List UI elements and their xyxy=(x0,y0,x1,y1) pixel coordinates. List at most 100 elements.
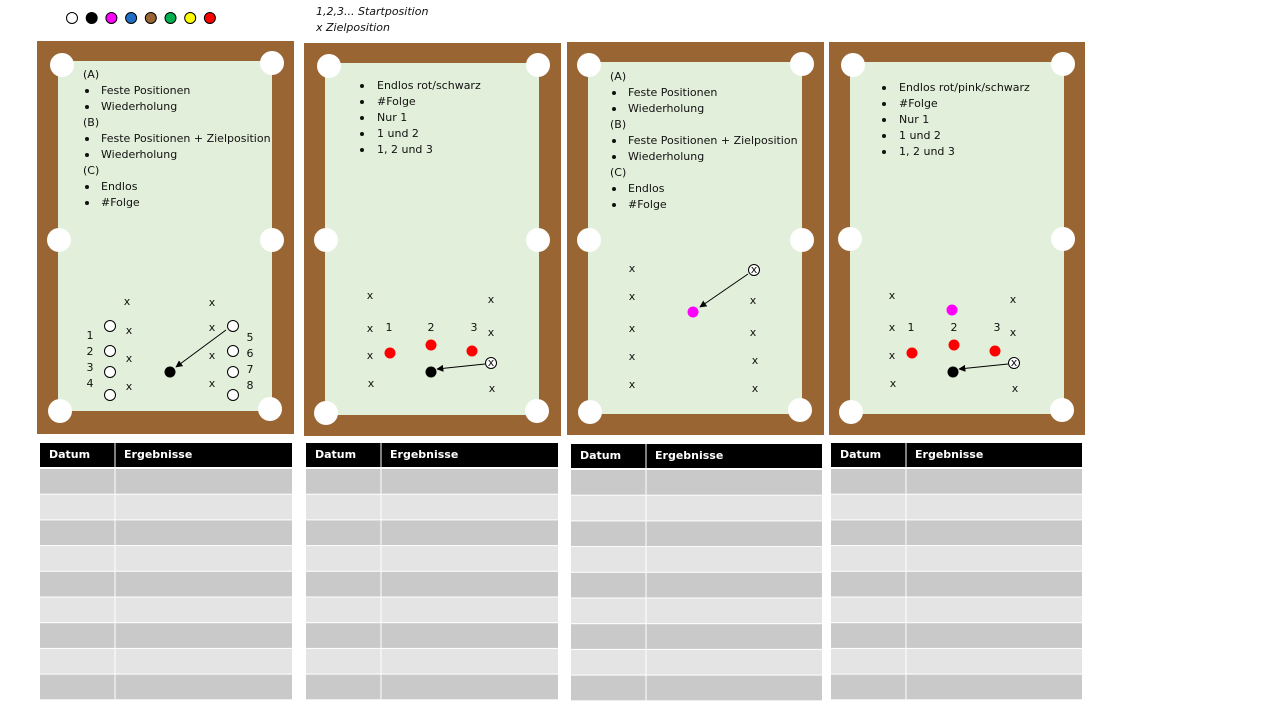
table-felt xyxy=(325,63,539,415)
result-row xyxy=(571,547,822,572)
pocket xyxy=(258,397,282,421)
note-line: Nur 1 xyxy=(377,111,407,124)
ball xyxy=(989,345,1001,357)
table-felt xyxy=(850,62,1064,414)
pocket xyxy=(525,399,549,423)
target-mark: x xyxy=(751,263,758,276)
result-row xyxy=(831,546,1082,571)
ball xyxy=(164,366,176,378)
bullet xyxy=(85,89,89,93)
position-number: 1 xyxy=(386,321,393,334)
pocket xyxy=(1051,227,1075,251)
position-number: 6 xyxy=(247,347,254,360)
palette-ball xyxy=(105,12,118,24)
bullet xyxy=(85,153,89,157)
shot-arrow xyxy=(958,363,1009,372)
palette-ball xyxy=(203,12,216,24)
note-heading: (A) xyxy=(83,68,99,81)
target-mark: x xyxy=(368,377,375,390)
target-mark: x xyxy=(1011,356,1018,369)
result-row xyxy=(40,520,292,546)
target-mark: x xyxy=(367,289,374,302)
bullet xyxy=(882,102,886,106)
bullet xyxy=(882,118,886,122)
shot-arrow xyxy=(175,329,227,368)
target-circle xyxy=(485,357,497,369)
palette-ball xyxy=(144,12,157,24)
start-ball xyxy=(227,389,239,401)
position-number: 1 xyxy=(87,329,94,342)
result-row xyxy=(306,674,558,700)
result-row xyxy=(571,470,822,495)
result-row xyxy=(306,469,558,494)
ball xyxy=(906,347,918,359)
ball xyxy=(947,366,959,378)
pocket xyxy=(1050,398,1074,422)
note-line: Feste Positionen xyxy=(101,84,190,97)
palette-ball xyxy=(164,12,177,24)
result-row xyxy=(306,494,558,520)
result-row xyxy=(306,520,558,546)
target-mark: x xyxy=(750,294,757,307)
target-mark: x xyxy=(126,324,133,337)
bullet xyxy=(612,139,616,143)
result-row xyxy=(571,675,822,701)
palette-ball xyxy=(184,12,197,24)
target-mark: x xyxy=(488,326,495,339)
start-ball xyxy=(104,320,116,332)
bullet xyxy=(85,201,89,205)
target-mark: x xyxy=(629,322,636,335)
note-line: 1 und 2 xyxy=(377,127,419,140)
result-row xyxy=(40,571,292,597)
note-line: #Folge xyxy=(628,198,667,211)
target-mark: x xyxy=(889,289,896,302)
result-row xyxy=(571,598,822,624)
target-mark: x xyxy=(629,350,636,363)
result-row xyxy=(831,674,1082,700)
result-row xyxy=(40,623,292,648)
bullet xyxy=(85,137,89,141)
result-row xyxy=(571,624,822,649)
pocket xyxy=(260,51,284,75)
position-number: 3 xyxy=(471,321,478,334)
note-line: 1, 2 und 3 xyxy=(377,143,433,156)
target-mark: x xyxy=(126,380,133,393)
result-row xyxy=(571,649,822,675)
target-mark: x xyxy=(750,326,757,339)
ball xyxy=(466,345,478,357)
position-number: 2 xyxy=(87,345,94,358)
start-ball xyxy=(104,345,116,357)
target-mark: x xyxy=(367,322,374,335)
target-mark: x xyxy=(629,290,636,303)
note-line: #Folge xyxy=(899,97,938,110)
bullet xyxy=(882,86,886,90)
result-row xyxy=(40,494,292,520)
target-mark: x xyxy=(752,354,759,367)
note-heading: (B) xyxy=(83,116,99,129)
start-ball xyxy=(104,366,116,378)
bullet xyxy=(360,100,364,104)
ball xyxy=(948,339,960,351)
target-mark: x xyxy=(488,356,495,369)
column-header: Ergebnisse xyxy=(655,449,723,462)
bullet xyxy=(882,150,886,154)
ball xyxy=(425,339,437,351)
pocket xyxy=(317,54,341,78)
result-row xyxy=(831,597,1082,623)
bullet xyxy=(85,105,89,109)
position-number: 8 xyxy=(247,379,254,392)
bullet xyxy=(360,116,364,120)
pocket xyxy=(577,228,601,252)
start-ball xyxy=(227,366,239,378)
pocket xyxy=(790,228,814,252)
note-heading: (A) xyxy=(610,70,626,83)
target-mark: x xyxy=(489,382,496,395)
result-row xyxy=(40,469,292,494)
results-header xyxy=(40,443,292,467)
results-header xyxy=(306,443,558,467)
column-header: Datum xyxy=(580,449,621,462)
result-row xyxy=(40,546,292,571)
note-line: Nur 1 xyxy=(899,113,929,126)
target-mark: x xyxy=(1010,326,1017,339)
